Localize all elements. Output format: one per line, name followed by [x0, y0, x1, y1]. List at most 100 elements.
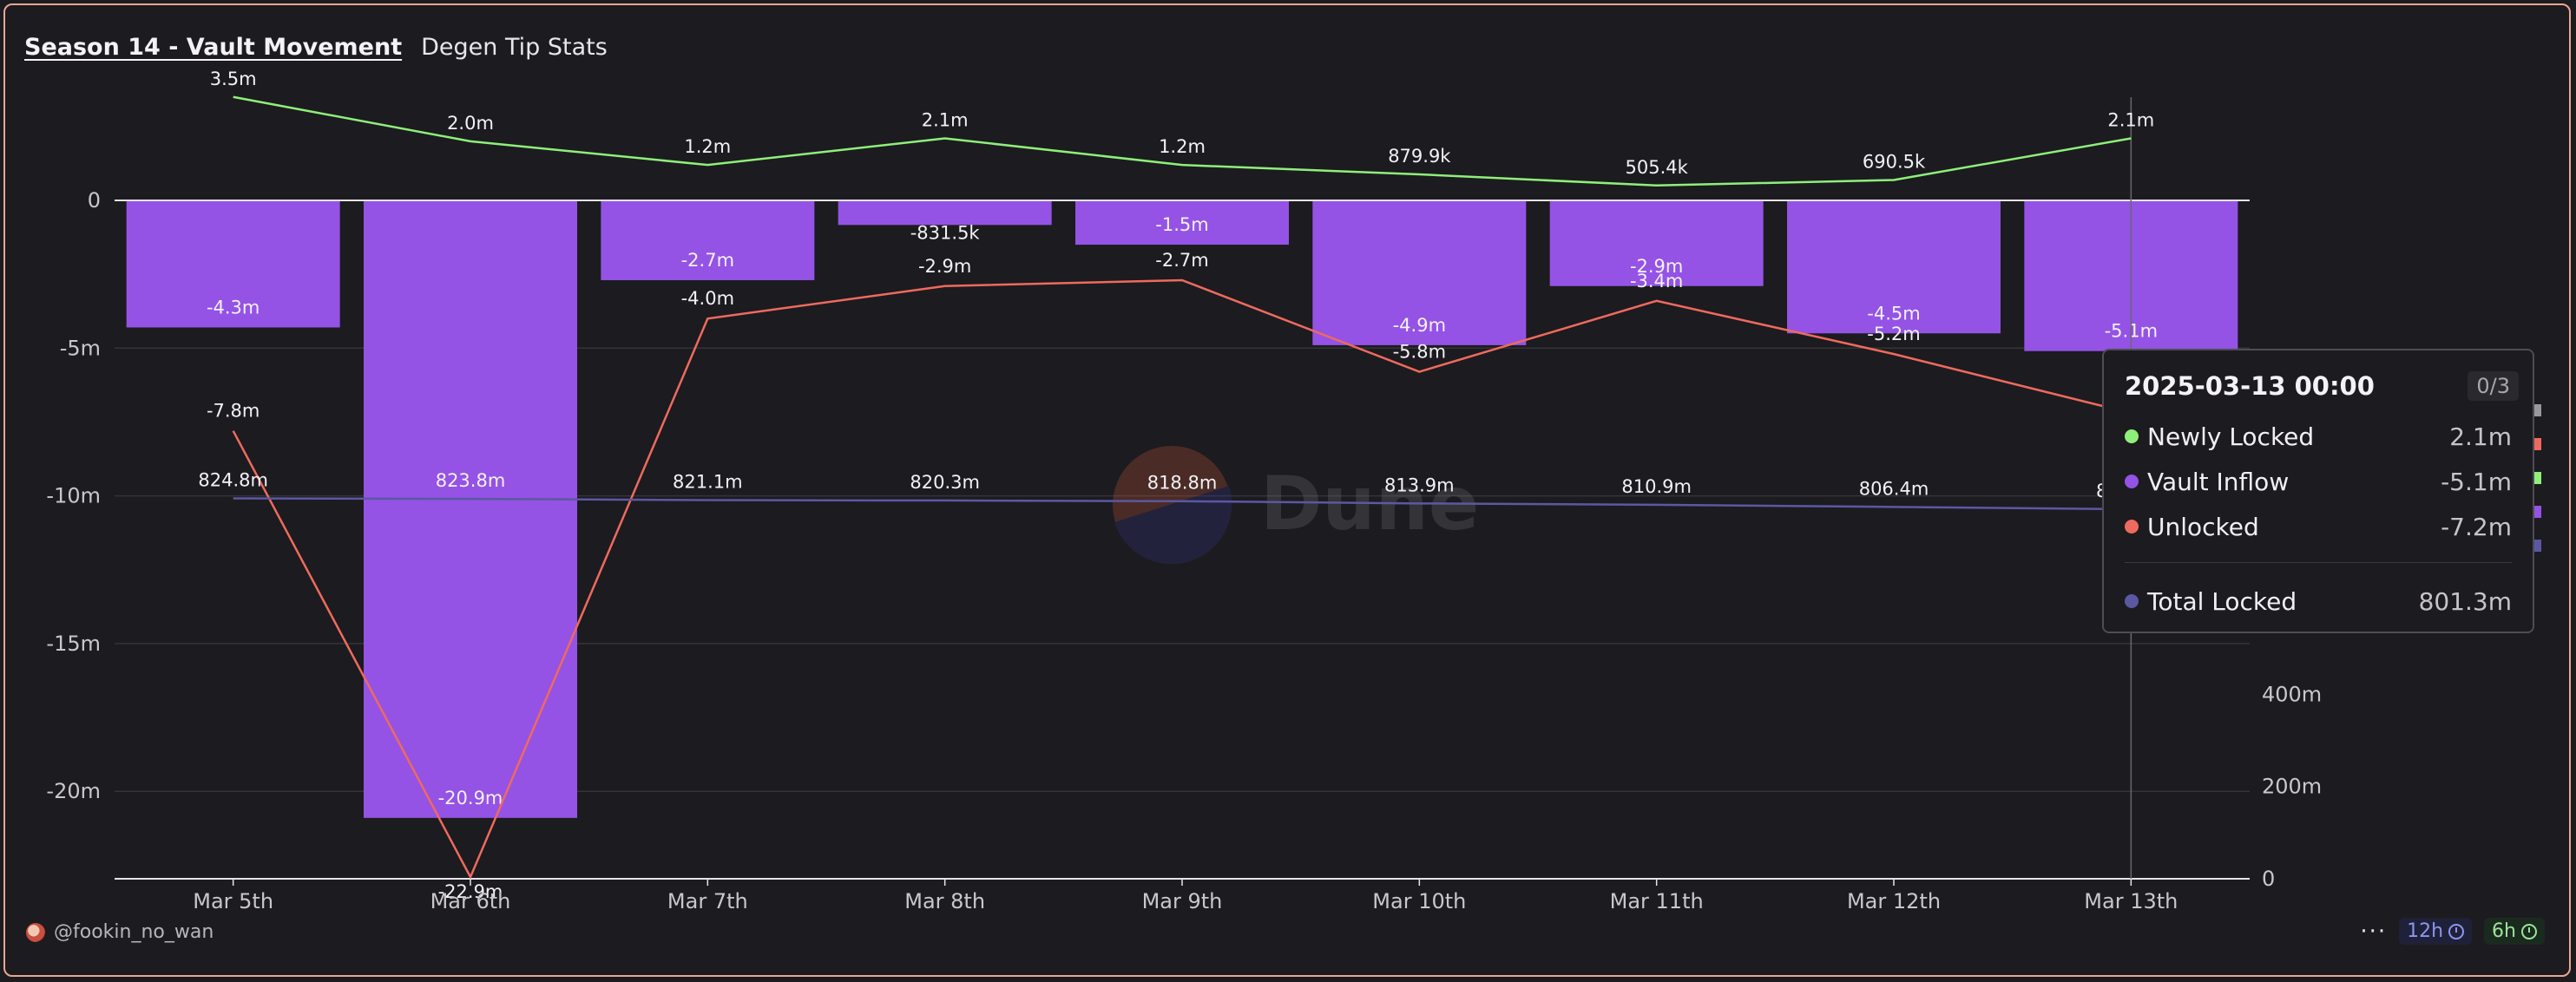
x-tick-label: Mar 10th — [1372, 889, 1466, 913]
footer-controls: ··· 12h 6h — [2360, 918, 2545, 945]
chart-title-link[interactable]: Season 14 - Vault Movement — [24, 33, 403, 61]
line-data-label: 505.4k — [1626, 157, 1689, 178]
dune-watermark: Dune — [1113, 446, 1479, 565]
line-data-label: 1.2m — [1159, 136, 1206, 157]
y-tick-label: 0 — [88, 188, 101, 213]
tooltip-series-value: 801.3m — [2418, 586, 2512, 616]
author-username[interactable]: @fookin_no_wan — [54, 921, 214, 943]
freshness-label: 6h — [2492, 920, 2516, 942]
refresh-interval-pill[interactable]: 12h — [2399, 918, 2473, 945]
y-tick-label: -15m — [46, 632, 101, 656]
line-data-label: -5.8m — [1393, 342, 1446, 363]
newly-locked-dot — [2125, 429, 2139, 443]
x-tick-label: Mar 12th — [1847, 889, 1941, 913]
tooltip-series-name: Unlocked — [2147, 512, 2259, 541]
bar-data-label: -2.9m — [1630, 256, 1683, 277]
tooltip-series-value: -5.1m — [2441, 467, 2512, 496]
line-data-label: -4.0m — [681, 288, 734, 309]
y-tick-label: -10m — [46, 484, 101, 508]
bar — [1549, 200, 1764, 286]
line-data-label: 810.9m — [1621, 476, 1692, 497]
vault-inflow-dot — [2125, 475, 2139, 488]
x-tick-label: Mar 9th — [1142, 889, 1223, 913]
clock-icon — [2448, 923, 2465, 939]
bar — [1787, 200, 2001, 334]
tooltip-series-value: 2.1m — [2449, 422, 2512, 451]
tooltip-date: 2025-03-13 00:00 — [2125, 371, 2375, 401]
tooltip-row-unlocked: Unlocked -7.2m — [2125, 510, 2512, 543]
legend-marker — [2534, 540, 2541, 552]
tooltip-count-badge: 0/3 — [2468, 371, 2519, 401]
total-locked-dot — [2125, 594, 2139, 608]
bar-data-label: -4.3m — [207, 297, 260, 318]
x-tick-label: Mar 6th — [430, 889, 511, 913]
tooltip-series-name: Newly Locked — [2147, 422, 2315, 451]
check-circle-icon — [2521, 923, 2537, 939]
line-data-label: 806.4m — [1859, 478, 1929, 499]
line-data-label: -5.2m — [1867, 324, 1920, 344]
bar-data-label: -4.9m — [1393, 315, 1446, 336]
series-line-total-locked — [233, 497, 2132, 511]
line-data-label: 1.2m — [684, 136, 731, 157]
line-data-label: -3.4m — [1630, 271, 1683, 291]
avatar — [26, 922, 45, 942]
x-tick-label: Mar 11th — [1610, 889, 1704, 913]
legend-marker — [2534, 506, 2541, 518]
line-data-label: 2.0m — [447, 113, 494, 134]
y-tick-label: -20m — [46, 779, 101, 803]
freshness-pill[interactable]: 6h — [2484, 918, 2545, 945]
x-tick-label: Mar 5th — [193, 889, 273, 913]
line-data-label: 879.9k — [1388, 146, 1451, 167]
x-tick-label: Mar 7th — [667, 889, 748, 913]
y2-tick-label: 200m — [2262, 775, 2322, 799]
y2-tick-label: 0 — [2262, 867, 2275, 891]
line-data-label: -2.9m — [918, 256, 971, 277]
line-data-label: 813.9m — [1384, 475, 1455, 495]
line-data-label: 2.1m — [922, 109, 969, 130]
tooltip-row-newly-locked: Newly Locked 2.1m — [2125, 420, 2512, 453]
y-tick-label: -5m — [60, 336, 101, 360]
series-line-newly-locked — [233, 95, 2132, 187]
line-data-label: -2.7m — [1155, 250, 1208, 271]
bar — [126, 200, 340, 328]
chart-tooltip: 2025-03-13 00:00 0/3 Newly Locked 2.1m V… — [2102, 349, 2534, 633]
line-data-label: 821.1m — [673, 472, 743, 493]
legend-marker — [2534, 438, 2541, 450]
series-line-unlocked — [232, 278, 2132, 880]
tooltip-row-total-locked: Total Locked 801.3m — [2125, 585, 2512, 618]
bar-data-label: -4.5m — [1867, 303, 1920, 324]
y2-tick-label: 400m — [2262, 682, 2322, 706]
tooltip-series-name: Total Locked — [2147, 586, 2297, 616]
bar-data-label: -831.5k — [910, 222, 981, 243]
tooltip-series-name: Vault Inflow — [2147, 467, 2290, 496]
line-data-label: 824.8m — [198, 470, 268, 491]
line-data-label: -7.8m — [207, 401, 260, 422]
more-options-button[interactable]: ··· — [2360, 918, 2388, 945]
legend-edge-markers — [2534, 404, 2541, 573]
line-data-label: 823.8m — [436, 470, 506, 491]
legend-marker — [2534, 404, 2541, 416]
x-tick-label: Mar 8th — [904, 889, 985, 913]
dune-logo-icon — [1113, 446, 1231, 564]
unlocked-dot — [2125, 520, 2139, 534]
x-tick-label: Mar 13th — [2084, 889, 2178, 913]
dashboard-name: Degen Tip Stats — [421, 33, 608, 61]
bar-data-label: -2.7m — [681, 250, 734, 271]
tooltip-series-value: -7.2m — [2441, 512, 2512, 541]
line-data-label: 820.3m — [910, 472, 980, 493]
bar-data-label: -1.5m — [1155, 214, 1208, 235]
refresh-interval-label: 12h — [2407, 920, 2444, 942]
author-credit[interactable]: @fookin_no_wan — [26, 921, 214, 943]
bar — [601, 200, 815, 280]
line-data-label: 2.1m — [2107, 109, 2154, 130]
line-data-label: 818.8m — [1147, 473, 1218, 494]
bar — [1075, 200, 1289, 245]
line-data-label: 690.5k — [1863, 151, 1926, 172]
tooltip-row-vault-inflow: Vault Inflow -5.1m — [2125, 465, 2512, 498]
legend-marker — [2534, 472, 2541, 484]
bar — [1312, 200, 1527, 345]
bar — [364, 200, 577, 818]
dune-logo-icon-shade — [1114, 486, 1232, 565]
tooltip-divider — [2125, 562, 2512, 563]
